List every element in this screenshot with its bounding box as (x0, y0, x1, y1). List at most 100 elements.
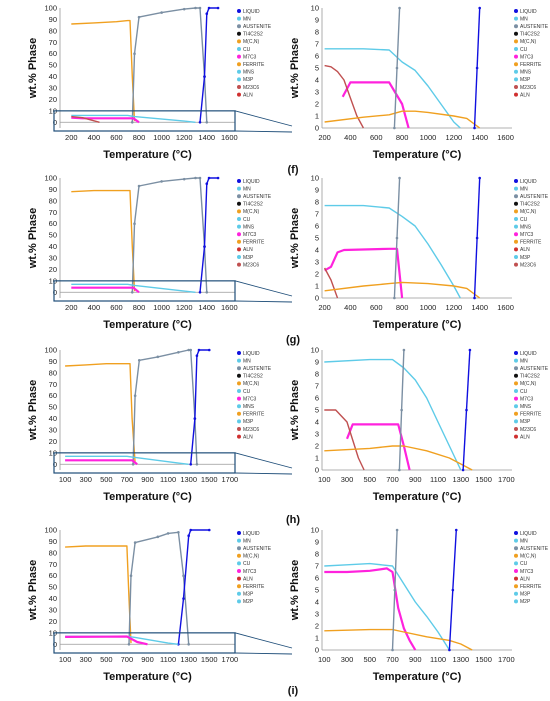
legend-marker (514, 39, 518, 44)
legend-label: FERRITE (243, 584, 265, 590)
series-line-m23c6 (324, 409, 365, 471)
legend-marker (237, 217, 241, 221)
legend-marker (237, 255, 241, 259)
series-line-m23c6 (324, 64, 365, 129)
legend-marker (237, 92, 241, 97)
y-tick-label: 0 (315, 466, 319, 475)
legend-label: M7C3 (520, 54, 534, 60)
y-tick-label: 80 (49, 26, 57, 35)
legend-marker (514, 201, 518, 206)
legend-marker (237, 599, 241, 604)
x-tick-label: 1400 (198, 133, 215, 142)
x-tick-label: 800 (396, 303, 409, 312)
x-tick-label: 900 (141, 475, 154, 484)
legend-marker (237, 232, 241, 237)
x-axis-title: Temperature (°C) (373, 319, 462, 331)
legend-marker (237, 16, 241, 21)
y-tick-label: 0 (53, 460, 57, 469)
series-line-mn (324, 358, 462, 471)
legend-marker (514, 538, 518, 543)
legend-marker (514, 404, 518, 409)
series-point (475, 236, 479, 240)
x-tick-label: 100 (59, 475, 72, 484)
y-axis-title: wt.% Phase (27, 560, 39, 622)
series-point (205, 120, 209, 124)
legend-label: FERRITE (520, 62, 542, 68)
series-point (137, 358, 141, 362)
legend-label: M3P (243, 592, 254, 598)
x-tick-label: 300 (79, 475, 92, 484)
legend-label: MN (520, 538, 528, 544)
y-tick-label: 10 (311, 346, 319, 355)
legend-marker (237, 262, 241, 267)
x-tick-label: 200 (318, 303, 331, 312)
series-point (137, 184, 141, 188)
legend-marker (514, 24, 518, 29)
series-point (205, 182, 209, 186)
legend-label: AUSTENITE (520, 546, 549, 552)
panel-f-left: 0 10 20 30 40 50 60 70 80 90 100 200 400 600 800 1000 12… (27, 4, 272, 162)
y-tick-label: 0 (315, 646, 319, 655)
y-tick-label: 1 (315, 282, 319, 291)
series-point (127, 642, 131, 646)
legend-marker (237, 85, 241, 89)
x-tick-label: 400 (344, 303, 357, 312)
y-axis-title: wt.% Phase (289, 208, 301, 270)
legend-marker (514, 411, 518, 416)
legend-marker (237, 576, 241, 581)
legend-marker (514, 247, 518, 252)
y-tick-label: 2 (315, 442, 319, 451)
x-tick-label: 500 (100, 655, 113, 664)
legend-label: M(C,N) (243, 209, 259, 215)
legend-marker (237, 553, 241, 558)
legend-label: M7C3 (520, 569, 534, 575)
legend-label: M23C6 (520, 85, 536, 91)
y-tick-label: 10 (49, 276, 57, 285)
legend-label: AUSTENITE (243, 24, 272, 30)
y-tick-label: 8 (315, 198, 319, 207)
legend-marker (237, 411, 241, 416)
y-tick-label: 40 (49, 242, 57, 251)
legend-marker (514, 31, 518, 36)
x-tick-label: 700 (121, 655, 134, 664)
legend-marker (514, 239, 518, 244)
legend-label: ALN (243, 434, 253, 440)
x-tick-label: 1100 (160, 475, 176, 484)
series-point (156, 535, 160, 539)
legend-marker (514, 54, 518, 59)
legend-label: CU (243, 561, 251, 567)
y-tick-label: 10 (49, 448, 57, 457)
series-point (156, 355, 160, 359)
panel-h-left: 0 10 20 30 40 50 60 70 80 90 100 100 300 500 700 900 110… (27, 346, 272, 504)
x-tick-label: 700 (121, 475, 134, 484)
legend-label: LIQUID (520, 531, 537, 537)
y-tick-label: 7 (315, 562, 319, 571)
zoom-callout-line (234, 110, 293, 127)
legend-label: ALN (243, 247, 253, 253)
series-line-m7c3 (324, 567, 417, 651)
x-tick-label: 700 (386, 475, 399, 484)
x-tick-label: 1300 (452, 655, 469, 664)
series-point (395, 236, 399, 240)
series-point (189, 348, 193, 352)
y-tick-label: 50 (49, 61, 57, 70)
legend-marker (514, 561, 518, 566)
y-tick-label: 40 (49, 72, 57, 81)
legend-label: M(C,N) (243, 39, 259, 45)
legend-label: AUSTENITE (520, 24, 549, 30)
series-point (475, 66, 479, 70)
series-point (133, 52, 136, 56)
series-point (189, 528, 193, 532)
series-point (398, 6, 401, 10)
legend-label: M(C,N) (243, 381, 259, 387)
x-tick-label: 800 (396, 133, 409, 142)
zoom-region-box (53, 110, 236, 132)
y-tick-label: 1 (315, 634, 319, 643)
panel-i-left: 0 10 20 30 40 50 60 70 80 90 100 100 300 500 700 900 110… (27, 526, 272, 684)
y-tick-label: 4 (315, 246, 319, 255)
series-point (198, 176, 202, 180)
legend-marker (514, 85, 518, 89)
legend-label: M7C3 (520, 232, 534, 238)
series-point (198, 290, 202, 294)
x-tick-label: 1700 (498, 655, 515, 664)
